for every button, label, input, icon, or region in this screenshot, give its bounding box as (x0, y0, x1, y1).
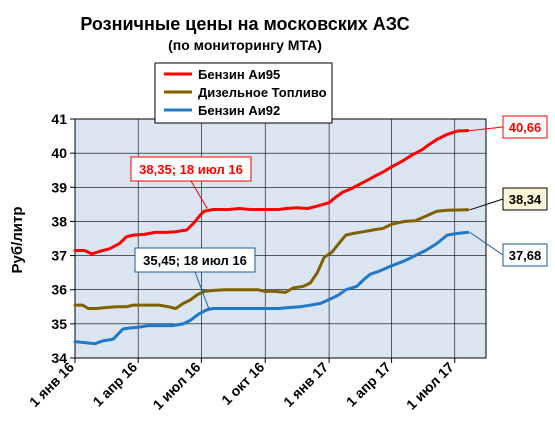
y-tick-label: 39 (51, 179, 67, 195)
annotation-ai95-mid: 38,35; 18 июл 16 (130, 156, 252, 182)
annotation-leaders (190, 126, 504, 310)
y-tick-label: 38 (51, 213, 67, 229)
annotation-text: 38,35; 18 июл 16 (139, 162, 243, 177)
x-tick-label: 1 июл 17 (403, 359, 457, 413)
leader-line (469, 231, 504, 256)
series-line-ai92 (73, 230, 470, 346)
axis-ticks (70, 118, 456, 363)
annotation-text: 37,68 (509, 248, 542, 263)
annotation-ai95-end: 40,66 (502, 115, 548, 139)
annotation-box (130, 156, 252, 182)
x-tick-label: 1 июл 16 (150, 359, 204, 413)
x-tick-label: 1 янв 17 (280, 359, 331, 410)
annotation-box (502, 115, 548, 139)
y-tick-label: 36 (51, 282, 67, 298)
annotation-box (502, 187, 548, 211)
annotation-text: 38,34 (509, 192, 542, 207)
y-tick-label: 40 (51, 145, 67, 161)
plot-area (74, 118, 487, 359)
leader-line (190, 180, 208, 209)
y-tick-label: 35 (51, 316, 67, 332)
annotation-text: 40,66 (509, 120, 542, 135)
x-tick-label: 1 окт 16 (218, 359, 267, 408)
series-line-ai95 (73, 129, 470, 256)
y-axis-label: Руб/литр (9, 206, 26, 273)
annotation-text: 35,45; 18 июл 16 (143, 253, 247, 268)
x-tick-label: 1 апр 16 (89, 359, 140, 410)
chart-title: Розничные цены на московских АЗС (80, 14, 409, 34)
y-tick-label: 41 (51, 111, 67, 127)
legend: Бензин Аи95 Дизельное Топливо Бензин Аи9… (154, 62, 333, 124)
y-tick-label: 37 (51, 248, 67, 264)
annotation-box (134, 247, 256, 273)
legend-label-ai95: Бензин Аи95 (198, 67, 280, 82)
x-tick-label: 1 янв 16 (26, 359, 77, 410)
legend-label-ai92: Бензин Аи92 (198, 103, 280, 118)
annotation-diesel-end: 38,34 (502, 187, 548, 211)
annotation-box (502, 243, 548, 267)
annotation-ai92-end: 37,68 (502, 243, 548, 267)
x-tick-label: 1 апр 17 (343, 359, 394, 410)
y-tick-label: 34 (51, 350, 67, 366)
annotation-ai92-mid: 35,45; 18 июл 16 (134, 247, 256, 273)
leader-line (194, 271, 210, 310)
legend-label-diesel: Дизельное Топливо (198, 85, 327, 100)
series-lines (73, 129, 470, 346)
leader-line (469, 126, 504, 132)
chart-subtitle: (по мониторингу МТА) (168, 37, 322, 53)
series-line-diesel (73, 208, 470, 310)
leader-line (469, 198, 504, 211)
